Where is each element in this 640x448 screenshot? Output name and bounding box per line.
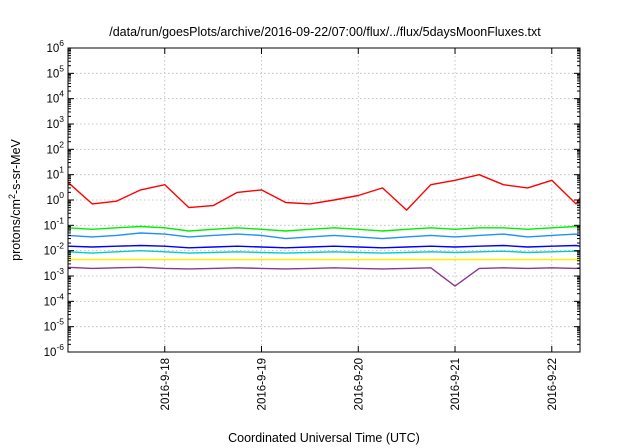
x-tick-label: 2016-9-20: [353, 358, 365, 410]
y-tick-label: 10-2: [44, 241, 65, 258]
y-tick-label: 103: [46, 114, 64, 131]
series-3-line: [67, 232, 581, 240]
series-4-line: [67, 244, 581, 249]
series-5-line: [67, 249, 581, 254]
y-tick-labels: 10-6 10-5 10-4 10-3 10-2 10-1 100 101 102 103 104 1…: [44, 38, 65, 359]
y-tick-label: 104: [46, 89, 64, 106]
y-axis-label-unit: protons/cm: [9, 199, 23, 261]
x-tick-label: 2016-9-21: [450, 358, 462, 410]
series-7-line: [67, 266, 581, 287]
x-tick-label: 2016-9-19: [257, 358, 269, 410]
y-tick-label: 100: [46, 190, 64, 207]
y-tick-label: 10-5: [44, 317, 65, 334]
y-tick-label: 10-4: [44, 291, 65, 308]
series-1-line: [67, 173, 581, 211]
series-lines: [67, 173, 581, 287]
grid: [68, 48, 580, 352]
y-tick-label: 105: [46, 63, 64, 80]
axis-ticks: [68, 47, 580, 353]
x-axis-label: Coordinated Universal Time (UTC): [228, 431, 420, 445]
y-tick-label: 106: [46, 38, 64, 55]
y-axis-label-exponent: 2: [7, 194, 17, 199]
series-2-line: [67, 225, 581, 232]
x-tick-labels: 2016-9-18 2016-9-19 2016-9-20 2016-9-21 2016…: [160, 358, 559, 410]
x-tick-label: 2016-9-18: [160, 358, 172, 410]
y-tick-label: 102: [46, 139, 64, 156]
y-axis-label: protons/cm2-s-sr-MeV: [7, 138, 23, 260]
chart-title: /data/run/goesPlots/archive/2016-09-22/0…: [109, 25, 541, 39]
y-tick-label: 101: [46, 165, 64, 182]
y-tick-label: 10-6: [44, 342, 65, 359]
x-tick-label: 2016-9-22: [547, 358, 559, 410]
y-tick-label: 10-3: [44, 266, 65, 283]
y-axis-label-rest: -s-sr-MeV: [9, 138, 23, 194]
y-tick-label: 10-1: [44, 215, 65, 232]
